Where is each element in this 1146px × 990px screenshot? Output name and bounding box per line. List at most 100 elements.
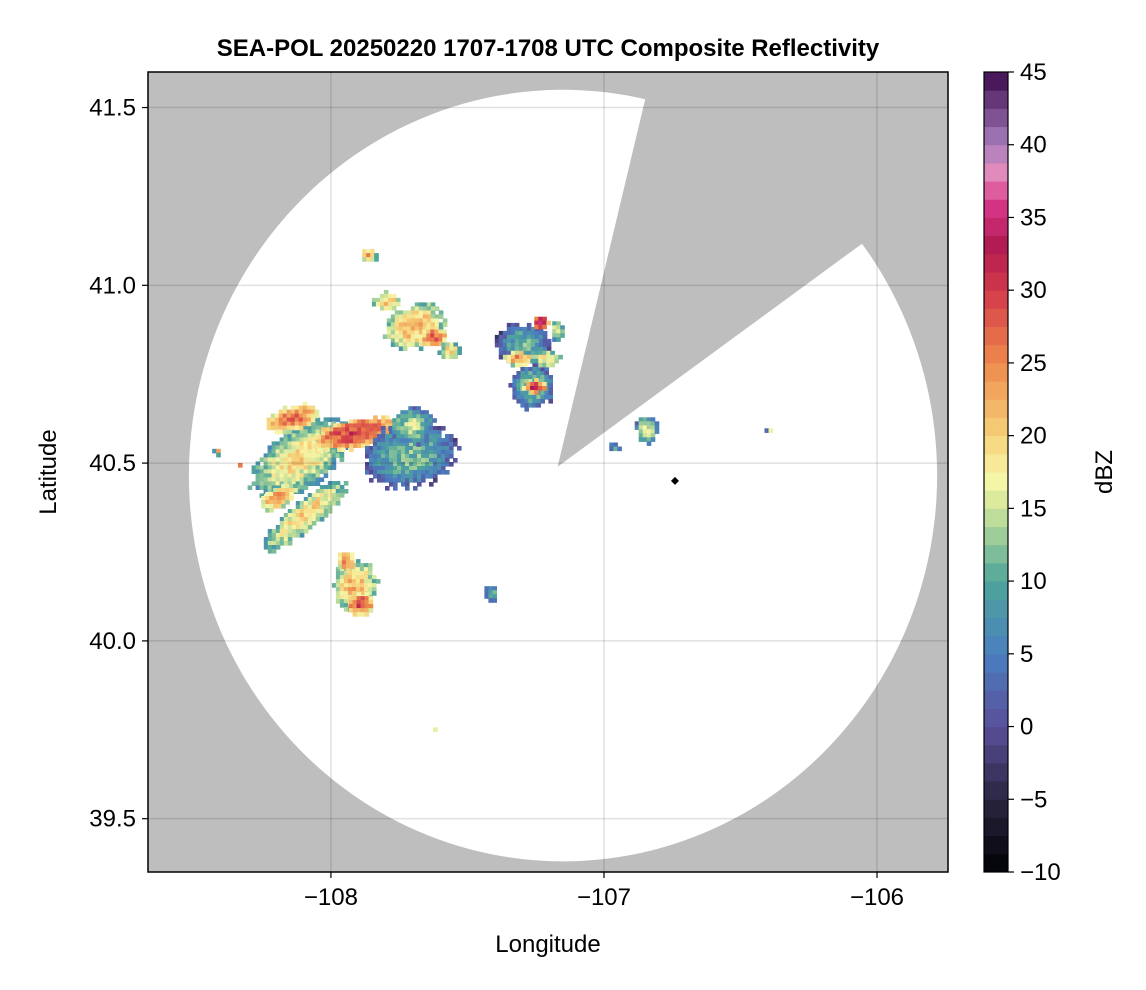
colorbar-segment	[984, 272, 1008, 291]
colorbar-tick-label: 10	[1020, 568, 1047, 595]
colorbar-segment	[984, 435, 1008, 455]
echo-cell	[348, 592, 374, 617]
echo-cell	[534, 316, 551, 330]
colorbar-segment	[984, 162, 1008, 182]
colorbar-segment	[984, 762, 1008, 782]
colorbar-segment	[984, 253, 1008, 273]
echo-cell	[337, 552, 355, 573]
colorbar-tick-label: 35	[1020, 204, 1047, 231]
echo-cell	[433, 727, 438, 732]
echo-cell	[502, 350, 536, 368]
colorbar-tick-label: −5	[1020, 786, 1047, 813]
echo-cell	[371, 289, 401, 311]
colorbar-segment	[984, 708, 1008, 728]
colorbar-tick-label: 40	[1020, 132, 1047, 159]
radar-site-marker	[670, 476, 679, 485]
x-axis-label: Longitude	[495, 931, 600, 958]
colorbar: −10 −5 0 5 10 15 20 25 30 35 40 45	[983, 59, 1061, 886]
echo-cells	[212, 249, 774, 732]
chart-title: SEA-POL 20250220 1707-1708 UTC Composite…	[217, 35, 880, 62]
x-tick-label: −106	[850, 884, 904, 911]
colorbar-label: dBZ	[1091, 450, 1118, 494]
colorbar-tick-label: 5	[1020, 641, 1033, 668]
colorbar-segment	[984, 72, 1008, 91]
echo-cell	[422, 325, 447, 347]
colorbar-segment	[984, 344, 1008, 364]
colorbar-segment	[984, 490, 1008, 509]
colorbar-segment	[984, 381, 1008, 400]
echo-cell	[437, 342, 462, 359]
colorbar-segment	[984, 399, 1008, 418]
echo-cell	[266, 401, 320, 435]
x-tick-label: −107	[577, 884, 631, 911]
echo-cell	[261, 484, 298, 513]
colorbar-tick-label: −10	[1020, 859, 1061, 886]
echo-cell	[238, 463, 243, 468]
colorbar-tick-label: 15	[1020, 495, 1047, 522]
echo-cell	[764, 428, 774, 433]
colorbar-frame	[983, 71, 1009, 873]
echo-cell	[484, 586, 497, 603]
echo-cell	[263, 481, 349, 554]
colorbar-segment	[984, 362, 1008, 382]
echo-cell	[522, 378, 547, 395]
colorbar-segment	[984, 581, 1008, 600]
colorbar-tick-label: 20	[1020, 423, 1047, 450]
colorbar-segment	[984, 526, 1008, 546]
colorbar-segment	[984, 544, 1008, 564]
colorbar-segment	[984, 453, 1008, 473]
colorbar-tick-label: 0	[1020, 714, 1033, 741]
colorbar-segment	[984, 690, 1008, 709]
x-tick-label: −108	[304, 884, 358, 911]
colorbar-segment	[984, 417, 1008, 437]
colorbar-segment	[984, 617, 1008, 637]
colorbar-segment	[984, 290, 1008, 309]
echo-cell	[388, 406, 437, 447]
colorbar-segment	[984, 326, 1008, 346]
echo-cell	[609, 442, 622, 452]
colorbar-segment	[984, 308, 1008, 328]
echo-cell	[530, 350, 563, 368]
colorbar-segment	[984, 90, 1008, 109]
echo-cell	[634, 417, 660, 446]
colorbar-segment	[984, 726, 1008, 746]
y-tick-label: 40.5	[89, 450, 136, 477]
colorbar-segment	[984, 799, 1008, 818]
y-axis: 39.5 40.0 40.5 41.0 41.5	[89, 95, 148, 833]
y-tick-label: 41.0	[89, 272, 136, 299]
echo-cell	[362, 249, 379, 262]
colorbar-segment	[984, 744, 1008, 764]
colorbar-tick-label: 30	[1020, 277, 1047, 304]
colorbar-segment	[984, 599, 1008, 618]
colorbar-segment	[984, 144, 1008, 164]
colorbar-segment	[984, 653, 1008, 673]
colorbar-segment	[984, 635, 1008, 655]
y-tick-label: 40.0	[89, 628, 136, 655]
plot-area	[148, 72, 948, 872]
colorbar-segment	[984, 672, 1008, 691]
colorbar-segment	[984, 835, 1008, 855]
colorbar-segment	[984, 781, 1008, 800]
colorbar-segment	[984, 853, 1008, 873]
plot-frame	[147, 71, 949, 873]
echo-cell	[494, 322, 552, 368]
radar-coverage-area	[188, 89, 938, 862]
echo-cell	[552, 321, 565, 342]
grid-lines	[148, 72, 948, 872]
colorbar-segment	[984, 472, 1008, 491]
y-tick-label: 39.5	[89, 806, 136, 833]
colorbar-segment	[984, 817, 1008, 837]
colorbar-segment	[984, 199, 1008, 218]
colorbar-tick-label: 45	[1020, 59, 1047, 86]
colorbar-segment	[984, 217, 1008, 237]
y-tick-label: 41.5	[89, 95, 136, 122]
colorbar-segment	[984, 126, 1008, 146]
colorbar-tick-label: 25	[1020, 350, 1047, 377]
colorbar-segment	[984, 508, 1008, 528]
colorbar-segment	[984, 108, 1008, 128]
x-axis: −108 −107 −106	[304, 872, 904, 911]
colorbar-segment	[984, 235, 1008, 255]
colorbar-segment	[984, 562, 1008, 582]
echo-cell	[212, 448, 221, 458]
